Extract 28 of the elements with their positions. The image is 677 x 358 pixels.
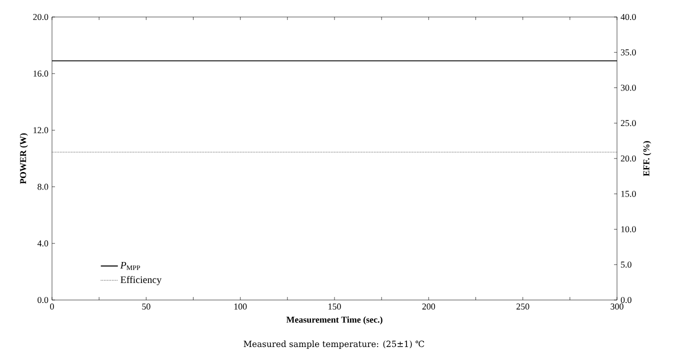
y2-tick-label: 5.0: [621, 262, 632, 268]
x-tick-label: 0: [50, 304, 54, 310]
y-tick-label: 16.0: [34, 70, 48, 77]
y-tick-label: 4.0: [37, 240, 48, 246]
x-tick-label: 250: [516, 304, 530, 310]
y2-tick-label: 15.0: [621, 190, 636, 197]
y2-tick-label: 25.0: [620, 120, 636, 126]
y2-axis-title: EFF. (%): [643, 141, 652, 176]
x-tick-label: 300: [610, 304, 624, 310]
text: Measured sample temperature: (25±1) ℃: [244, 340, 424, 349]
y-axis-title: POWER (W): [20, 133, 28, 184]
y2-tick-label: 35.0: [620, 49, 636, 56]
x-tick-label: 100: [234, 304, 247, 310]
x-tick-label: 150: [328, 304, 341, 310]
y2-tick-label: 30.0: [620, 84, 636, 91]
y2-tick-label: 20.0: [620, 155, 636, 162]
y-tick-label: 12.0: [34, 127, 48, 134]
x-tick-label: 50: [142, 304, 150, 310]
legend-label: Efficiency: [120, 276, 162, 286]
y2-tick-label: 0.0: [620, 296, 632, 304]
y-tick-label: 0.0: [38, 296, 48, 304]
legend-label: P$_{MPP}$: [120, 262, 140, 270]
y2-tick-label: 40.0: [620, 14, 636, 20]
y-tick-label: 8.0: [38, 184, 48, 190]
x-tick-label: 200: [422, 304, 436, 310]
y-tick-label: 20.0: [33, 14, 48, 20]
y2-tick-label: 10.0: [621, 226, 636, 232]
x-axis-title: Measurement Time (sec.): [286, 316, 382, 325]
